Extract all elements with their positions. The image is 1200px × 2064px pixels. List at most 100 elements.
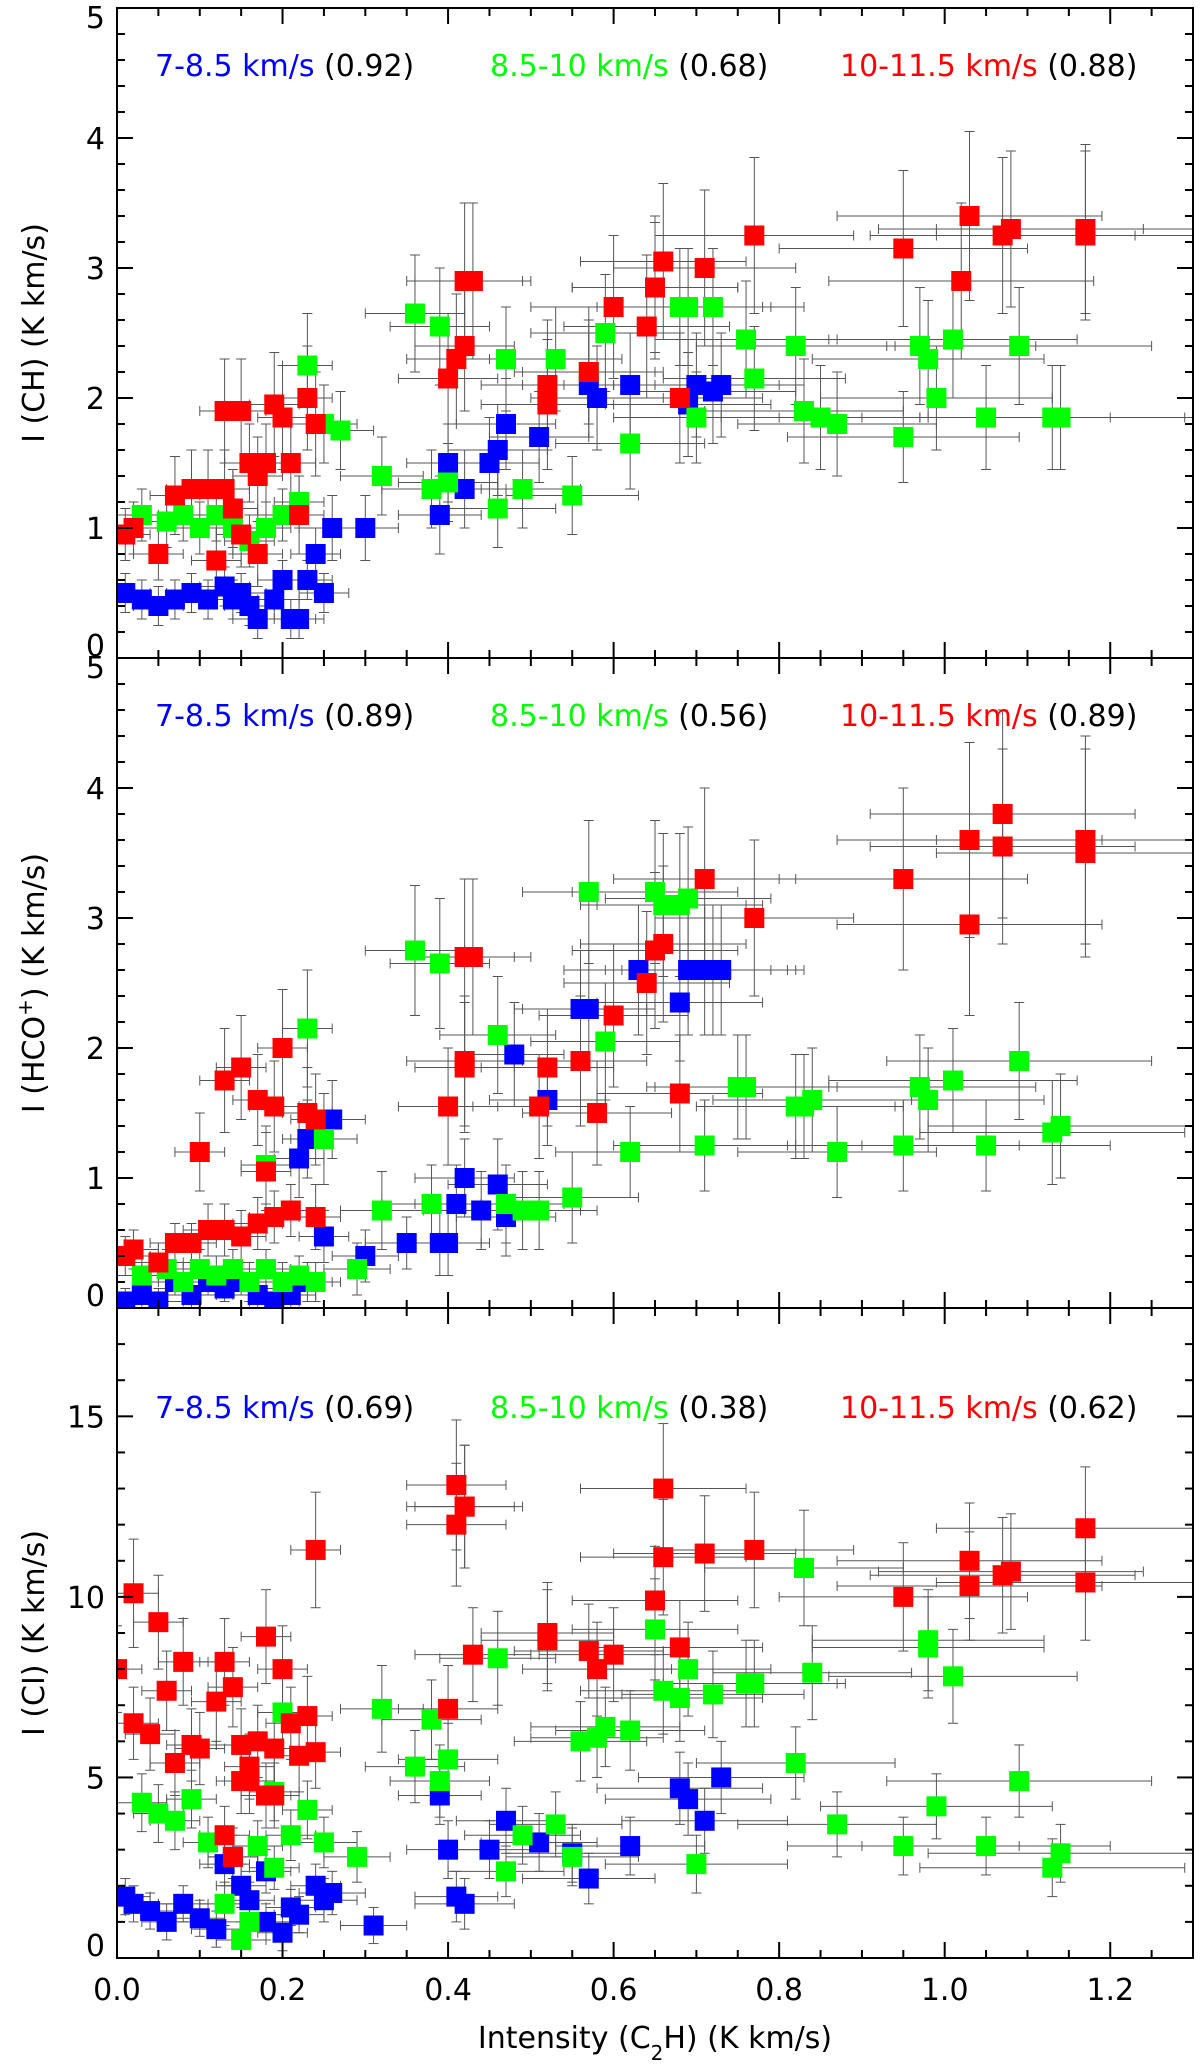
- panel-ch-data: [117, 131, 1193, 639]
- data-point-red: [537, 1057, 558, 1078]
- data-point-green: [736, 329, 757, 350]
- data-point-green: [570, 1731, 591, 1752]
- legend-blue-r: (0.92): [324, 49, 414, 84]
- legend-green-label: 8.5-10 km/s: [490, 1391, 669, 1426]
- data-point-blue: [206, 1919, 227, 1940]
- data-point-red: [123, 1239, 144, 1260]
- data-point-green: [198, 1832, 219, 1853]
- data-point-green: [645, 1619, 665, 1640]
- data-point-green: [810, 407, 831, 428]
- data-point-blue: [487, 1174, 508, 1195]
- data-point-green: [181, 1789, 202, 1810]
- data-point-green: [694, 1135, 715, 1156]
- data-point-green: [371, 1698, 392, 1719]
- data-point-blue: [181, 583, 202, 603]
- data-point-red: [454, 336, 475, 356]
- data-point-green: [562, 485, 583, 506]
- data-point-green: [438, 1749, 459, 1770]
- data-point-green: [404, 1756, 425, 1777]
- x-tick-label: 0.0: [93, 1973, 141, 2008]
- data-point-red: [198, 479, 219, 499]
- data-point-red: [247, 1731, 268, 1752]
- data-point-blue: [438, 1233, 459, 1253]
- data-point-green: [686, 1854, 707, 1875]
- y-tick-label: 5: [86, 1, 105, 36]
- data-point-green: [305, 1272, 326, 1292]
- data-point-green: [297, 1018, 318, 1039]
- data-point-green: [512, 1200, 533, 1221]
- data-point-green: [669, 1688, 690, 1708]
- data-point-red: [653, 1478, 674, 1499]
- data-point-green: [827, 414, 848, 434]
- data-point-red: [148, 1252, 169, 1273]
- data-point-green: [926, 388, 947, 408]
- data-point-green: [620, 1720, 641, 1741]
- data-point-green: [255, 1259, 276, 1279]
- data-point-green: [620, 433, 641, 454]
- data-point-red: [636, 316, 657, 337]
- data-point-red: [305, 1539, 326, 1560]
- y-tick-label: 15: [67, 1400, 105, 1435]
- y-tick-label: 3: [86, 252, 105, 287]
- data-point-green: [976, 407, 997, 428]
- data-point-red: [181, 1233, 202, 1253]
- data-point-red: [636, 973, 657, 993]
- data-point-red: [239, 1756, 260, 1777]
- data-point-green: [678, 1659, 699, 1680]
- data-point-red: [231, 401, 252, 421]
- panel-ch: 0 1 2 3 4 5 I (CH) (K km/s) 7-8.5 km/s (0.92)…: [17, 1, 1194, 664]
- data-point-green: [264, 1857, 285, 1878]
- y-tick-label: 5: [86, 1761, 105, 1796]
- data-point-red: [173, 1651, 194, 1672]
- data-point-red: [454, 1051, 475, 1071]
- data-point-green: [678, 888, 699, 909]
- data-point-red: [164, 485, 185, 506]
- data-point-green: [247, 1836, 268, 1857]
- data-point-green: [421, 1194, 442, 1214]
- y-tick-label: 4: [86, 772, 105, 807]
- data-point-red: [669, 1083, 690, 1104]
- data-point-red: [603, 1005, 624, 1026]
- data-point-green: [678, 297, 699, 317]
- data-point-red: [255, 1161, 276, 1182]
- data-point-blue: [479, 1839, 500, 1860]
- data-point-blue: [529, 427, 550, 447]
- y-tick-label: 3: [86, 902, 105, 937]
- data-point-red: [462, 947, 483, 967]
- data-point-blue: [694, 1810, 715, 1831]
- data-point-red: [694, 1543, 715, 1564]
- data-point-green: [942, 1666, 963, 1687]
- data-point-green: [893, 427, 914, 447]
- data-point-red: [305, 1207, 326, 1227]
- data-point-green: [686, 407, 707, 428]
- data-point-blue: [189, 1908, 210, 1929]
- data-point-red: [438, 368, 459, 389]
- panel-ch-ticks: 0 1 2 3 4 5: [86, 1, 1194, 664]
- data-point-blue: [487, 440, 508, 460]
- data-point-green: [1050, 407, 1071, 428]
- data-point-green: [206, 505, 227, 525]
- y-tick-label: 0: [86, 1929, 105, 1964]
- data-point-red: [694, 869, 715, 889]
- data-point-red: [537, 375, 558, 395]
- data-point-green: [487, 498, 508, 519]
- data-point-blue: [578, 1868, 599, 1889]
- data-point-blue: [363, 1915, 384, 1936]
- legend-red-r: (0.89): [1047, 699, 1137, 734]
- data-point-red: [893, 238, 914, 259]
- data-point-red: [305, 1109, 326, 1130]
- panel-ch-legend: 7-8.5 km/s (0.92) 8.5-10 km/s (0.68) 10-…: [155, 49, 1137, 84]
- legend-green-r: (0.38): [678, 1391, 768, 1426]
- legend-green-r: (0.56): [678, 699, 768, 734]
- legend-blue-r: (0.89): [324, 699, 414, 734]
- data-point-green: [802, 1662, 823, 1683]
- data-point-green: [827, 1814, 848, 1835]
- data-point-green: [421, 479, 442, 499]
- data-point-green: [487, 1025, 508, 1045]
- data-point-red: [462, 1644, 483, 1665]
- data-point-red: [164, 1753, 185, 1773]
- data-point-blue: [272, 1922, 293, 1943]
- data-point-red: [959, 1576, 980, 1597]
- data-point-blue: [297, 570, 318, 590]
- x-tick-label: 0.4: [424, 1973, 472, 2008]
